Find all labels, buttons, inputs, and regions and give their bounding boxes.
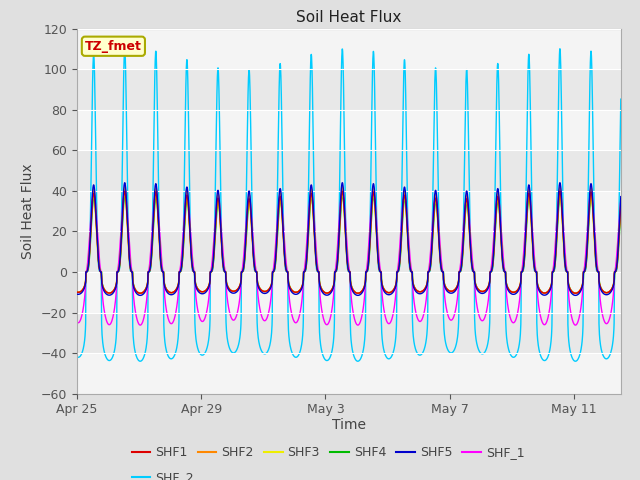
SHF_1 [362, 268, 370, 274]
SHF4 [617, 208, 625, 214]
SHF2 [151, 193, 159, 199]
Bar [77, 353, 621, 394]
SHF5 [273, 235, 280, 240]
SHF5 [552, 235, 560, 240]
SHF5 [121, 180, 129, 186]
SHF_1 [556, 189, 564, 194]
SHF3 [73, 289, 81, 295]
SHF1 [273, 238, 280, 244]
SHF4 [151, 197, 159, 203]
Line: SHF5: SHF5 [77, 183, 621, 295]
SHF2 [553, 234, 561, 240]
Line: SHF4: SHF4 [77, 195, 621, 293]
SHF_1 [151, 192, 159, 197]
SHF4 [458, 266, 465, 272]
Line: SHF2: SHF2 [77, 187, 621, 293]
Text: TZ_fmet: TZ_fmet [85, 40, 142, 53]
SHF_1 [121, 188, 129, 194]
SHF1 [73, 289, 81, 295]
SHF_2 [617, 96, 625, 102]
SHF_1 [572, 322, 579, 328]
SHF_2 [273, 224, 280, 229]
SHF5 [457, 265, 465, 271]
SHF_2 [151, 66, 159, 72]
SHF1 [457, 266, 465, 272]
SHF_2 [121, 46, 129, 52]
SHF4 [556, 193, 564, 199]
SHF3 [273, 237, 280, 242]
SHF3 [339, 191, 346, 196]
SHF5 [556, 180, 564, 186]
SHF3 [458, 264, 465, 270]
SHF_2 [552, 225, 560, 231]
SHF5 [362, 269, 370, 275]
Legend: SHF_2: SHF_2 [127, 467, 199, 480]
SHF1 [151, 193, 159, 199]
SHF1 [556, 189, 564, 194]
Bar [77, 29, 621, 69]
SHF2 [617, 199, 625, 205]
SHF_2 [362, 269, 370, 275]
SHF_2 [556, 48, 564, 53]
SHF3 [136, 290, 144, 296]
SHF_2 [572, 359, 579, 364]
SHF3 [617, 201, 625, 207]
SHF5 [151, 185, 159, 191]
SHF4 [73, 289, 81, 295]
SHF3 [363, 269, 371, 275]
SHF5 [617, 194, 625, 200]
Y-axis label: Soil Heat Flux: Soil Heat Flux [21, 163, 35, 259]
Title: Soil Heat Flux: Soil Heat Flux [296, 10, 401, 25]
SHF2 [556, 184, 564, 190]
SHF2 [458, 265, 465, 271]
SHF2 [339, 184, 346, 190]
SHF_2 [73, 354, 81, 360]
SHF_1 [273, 224, 280, 229]
SHF3 [151, 194, 159, 200]
SHF4 [137, 290, 145, 296]
SHF_1 [73, 319, 81, 324]
SHF_2 [457, 268, 465, 274]
SHF2 [363, 269, 371, 275]
Line: SHF_2: SHF_2 [77, 49, 621, 361]
Line: SHF1: SHF1 [77, 191, 621, 293]
Line: SHF_1: SHF_1 [77, 191, 621, 325]
SHF_1 [552, 222, 560, 228]
SHF2 [273, 243, 280, 249]
SHF4 [121, 192, 129, 198]
SHF_1 [457, 257, 465, 263]
X-axis label: Time: Time [332, 418, 366, 432]
SHF5 [572, 292, 579, 298]
SHF1 [617, 201, 625, 207]
SHF1 [362, 269, 370, 275]
SHF2 [354, 290, 362, 296]
SHF4 [363, 269, 371, 275]
Line: SHF3: SHF3 [77, 193, 621, 293]
Bar [77, 110, 621, 150]
SHF1 [552, 238, 560, 244]
SHF3 [556, 191, 564, 196]
SHF4 [553, 240, 561, 246]
SHF_1 [617, 197, 625, 203]
Bar [77, 272, 621, 312]
SHF3 [553, 232, 561, 238]
SHF1 [121, 188, 129, 194]
Bar [77, 191, 621, 231]
SHF5 [73, 291, 81, 297]
SHF1 [572, 290, 579, 296]
SHF2 [73, 289, 81, 295]
SHF4 [273, 240, 281, 246]
